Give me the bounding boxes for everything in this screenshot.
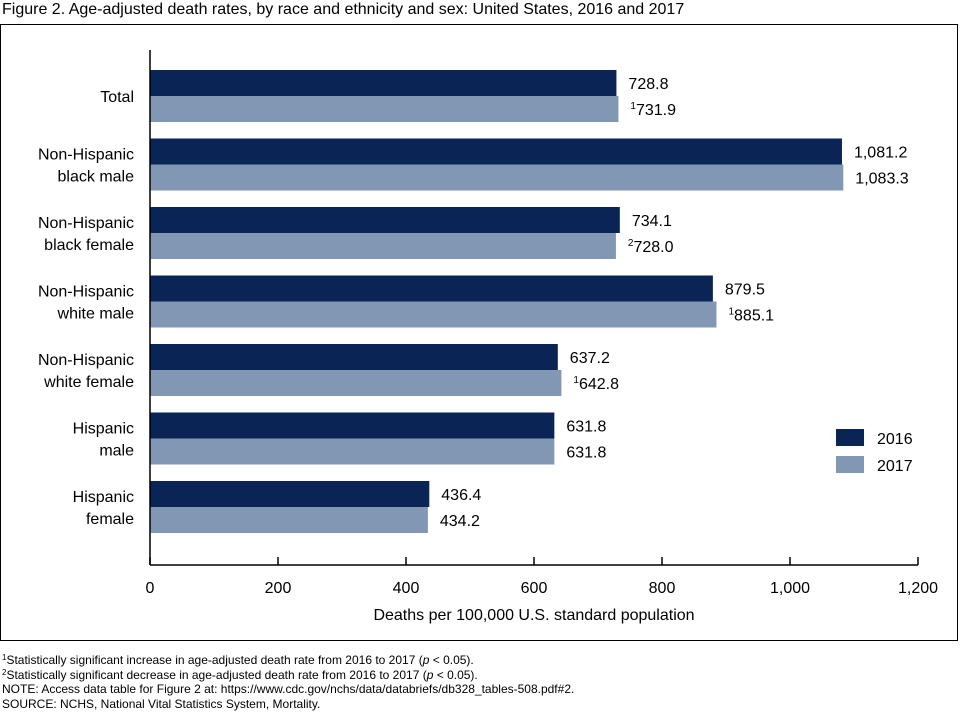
data-label-total-2016: 728.8 bbox=[628, 76, 668, 93]
data-label-non-hispanic-black-male-2017: 1,083.3 bbox=[855, 171, 908, 188]
bar-hispanic-female-2016 bbox=[150, 481, 430, 507]
data-label-hispanic-female-2016: 436.4 bbox=[441, 487, 481, 504]
data-label-non-hispanic-white-female-2016: 637.2 bbox=[570, 350, 610, 367]
data-label-non-hispanic-black-female-2017: 2728.0 bbox=[628, 238, 674, 256]
x-tick-label-1200: 1,200 bbox=[898, 580, 938, 597]
footnote-source: SOURCE: NCHS, National Vital Statistics … bbox=[2, 696, 321, 711]
data-label-hispanic-male-2016: 631.8 bbox=[566, 419, 606, 436]
x-tick-label-200: 200 bbox=[265, 580, 292, 597]
bar-hispanic-male-2017 bbox=[150, 438, 555, 465]
category-label-hispanic-female: Hispanic female bbox=[73, 489, 134, 528]
bar-hispanic-female-2017 bbox=[150, 507, 428, 533]
category-label-non-hispanic-black-male: Non-Hispanic black male bbox=[38, 147, 134, 186]
category-label-non-hispanic-white-female: Non-Hispanic white female bbox=[38, 352, 134, 391]
data-label-hispanic-female-2017: 434.2 bbox=[440, 513, 480, 530]
bar-non-hispanic-white-female-2016 bbox=[150, 344, 558, 370]
data-label-non-hispanic-black-male-2016: 1,081.2 bbox=[854, 145, 907, 162]
category-label-non-hispanic-white-male: Non-Hispanic white male bbox=[38, 284, 134, 323]
bar-chart: 728.8 1731.9 Total 1,081.2 1,083.3 Non-Hispan… bbox=[38, 50, 938, 624]
bar-non-hispanic-white-female-2017 bbox=[150, 370, 562, 396]
bar-non-hispanic-white-male-2017 bbox=[150, 301, 717, 328]
bar-total-2016 bbox=[150, 70, 617, 96]
category-label-hispanic-male: Hispanic male bbox=[73, 421, 134, 460]
figure-title: Figure 2. Age-adjusted death rates, by r… bbox=[2, 1, 685, 18]
legend-label-2017: 2017 bbox=[877, 458, 913, 475]
data-label-non-hispanic-white-male-2017: 1885.1 bbox=[728, 307, 774, 325]
legend-label-2016: 2016 bbox=[877, 431, 913, 448]
chart-frame bbox=[0, 24, 958, 641]
bar-non-hispanic-black-male-2016 bbox=[150, 138, 842, 165]
x-tick-label-0: 0 bbox=[146, 580, 155, 597]
legend-swatch-2016 bbox=[836, 429, 864, 446]
x-tick-label-600: 600 bbox=[521, 580, 548, 597]
data-label-non-hispanic-black-female-2016: 734.1 bbox=[632, 213, 672, 230]
footnote-2: 2Statistically significant decrease in a… bbox=[2, 667, 478, 682]
data-label-non-hispanic-white-male-2016: 879.5 bbox=[725, 282, 765, 299]
bar-non-hispanic-white-male-2016 bbox=[150, 275, 713, 302]
data-label-total-2017: 1731.9 bbox=[630, 101, 676, 119]
bar-non-hispanic-black-male-2017 bbox=[150, 164, 844, 191]
category-label-non-hispanic-black-female: Non-Hispanic black female bbox=[38, 215, 134, 254]
footnote-note: NOTE: Access data table for Figure 2 at:… bbox=[2, 682, 575, 696]
x-tick-label-800: 800 bbox=[649, 580, 676, 597]
data-label-non-hispanic-white-female-2017: 1642.8 bbox=[573, 375, 619, 393]
x-axis-title: Deaths per 100,000 U.S. standard populat… bbox=[373, 607, 694, 624]
footnote-1: 1Statistically significant increase in a… bbox=[2, 653, 474, 667]
x-tick-label-400: 400 bbox=[393, 580, 420, 597]
category-label-total: Total bbox=[100, 89, 134, 106]
data-label-hispanic-male-2017: 631.8 bbox=[566, 445, 606, 462]
bar-non-hispanic-black-female-2016 bbox=[150, 207, 620, 233]
bar-total-2017 bbox=[150, 96, 619, 122]
bar-non-hispanic-black-female-2017 bbox=[150, 233, 616, 259]
footnotes: 1Statistically significant increase in a… bbox=[2, 653, 574, 711]
x-tick-label-1000: 1,000 bbox=[770, 580, 810, 597]
bar-hispanic-male-2016 bbox=[150, 412, 555, 439]
legend-swatch-2017 bbox=[836, 456, 864, 473]
